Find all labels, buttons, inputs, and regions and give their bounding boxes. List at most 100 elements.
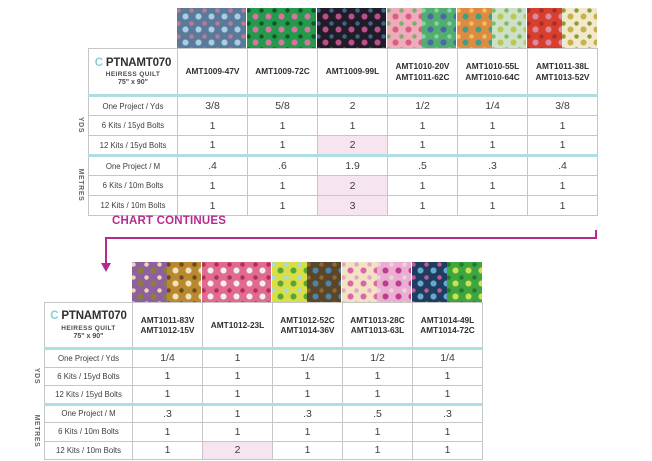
row-label: 12 Kits / 15yd Bolts <box>88 135 178 156</box>
value-cell: 1 <box>202 366 273 386</box>
value-cell: 2 <box>202 440 273 460</box>
fabric-swatch <box>132 262 202 302</box>
fabric-pattern <box>387 8 422 48</box>
fabric-pattern <box>317 8 386 48</box>
table-row: One Project / Yds 1/4 1 1/4 1/2 1/4 <box>44 347 483 368</box>
value-cell: 1 <box>202 347 273 368</box>
value-cell: 1 <box>272 385 343 405</box>
value-cell: 1 <box>412 366 483 386</box>
row-label: 6 Kits / 15yd Bolts <box>88 115 178 136</box>
row-group-label-metres: METRES <box>77 168 84 202</box>
value-cell: .5 <box>342 402 413 423</box>
row-label: One Project / Yds <box>44 347 133 368</box>
table-row: One Project / Yds 3/8 5/8 2 1/2 1/4 3/8 <box>88 94 598 116</box>
row-label: 12 Kits / 15yd Bolts <box>44 385 133 405</box>
row-group-label-yds: YDS <box>77 116 84 134</box>
value-cell: .3 <box>412 402 483 423</box>
sku-line: AMT1011-62C <box>395 71 450 82</box>
fabric-pattern <box>342 262 377 302</box>
value-cell: 1 <box>387 175 458 196</box>
sku-line: AMT1014-36V <box>280 325 335 335</box>
fabric-swatch <box>272 262 342 302</box>
value-cell: 1 <box>457 175 528 196</box>
sku-line: AMT1009-72C <box>255 66 310 77</box>
column-header-sku: AMT1012-23L <box>202 302 273 349</box>
value-cell: 1/2 <box>387 94 458 116</box>
value-cell: 1 <box>457 115 528 136</box>
column-header-sku: AMT1009-72C <box>247 48 318 96</box>
value-cell: 1 <box>342 366 413 386</box>
pattern-code: C PTNAMT070 <box>94 56 172 69</box>
value-cell: 1 <box>342 440 413 460</box>
value-cell: 3 <box>317 195 388 216</box>
row-group-label-metres: METRES <box>33 414 40 448</box>
pattern-code: C PTNAMT070 <box>50 310 127 323</box>
sku-line: AMT1014-49L <box>420 314 475 325</box>
value-cell: 1 <box>247 175 318 196</box>
fabric-swatch <box>387 8 457 48</box>
fabric-swatch <box>317 8 387 48</box>
fabric-swatch <box>202 262 272 302</box>
collection-letter: C <box>50 310 59 323</box>
column-header-sku: AMT1009-99L <box>317 48 388 96</box>
table-row: 12 Kits / 15yd Bolts 1 1 2 1 1 1 <box>88 135 598 156</box>
chart-continues-label: CHART CONTINUES <box>112 215 227 227</box>
value-cell: 1 <box>387 115 458 136</box>
connector-end-tick <box>595 230 597 239</box>
down-arrow-icon <box>101 263 111 272</box>
table-row: 6 Kits / 15yd Bolts 1 1 1 1 1 1 <box>88 115 598 136</box>
table-row: 6 Kits / 10m Bolts 1 1 2 1 1 1 <box>88 175 598 196</box>
value-cell: 1 <box>202 422 273 442</box>
column-header-sku: AMT1013-28C AMT1013-63L <box>342 302 413 349</box>
sku-line: AMT1009-99L <box>325 66 380 77</box>
fabric-pattern <box>166 262 201 302</box>
fabric-swatch-strip-top <box>177 8 597 48</box>
column-header-sku: AMT1010-55L AMT1010-64C <box>457 48 528 96</box>
value-cell: 1/4 <box>132 347 203 368</box>
column-header-sku: AMT1010-20V AMT1011-62C <box>387 48 458 96</box>
sku-line: AMT1011-83V <box>140 314 195 325</box>
sku-line: AMT1012-52C <box>280 314 335 325</box>
value-cell: 1 <box>412 440 483 460</box>
value-cell: 1 <box>457 195 528 216</box>
sku-line: AMT1012-15V <box>140 325 195 335</box>
table-row: 12 Kits / 10m Bolts 1 2 1 1 1 <box>44 440 483 460</box>
value-cell: 1/4 <box>457 94 528 116</box>
table-row: 12 Kits / 15yd Bolts 1 1 1 1 1 <box>44 385 483 405</box>
sku-line: AMT1010-55L <box>465 61 520 72</box>
value-cell: 1 <box>177 195 248 216</box>
row-label: 12 Kits / 10m Bolts <box>44 440 133 460</box>
value-cell: 3/8 <box>527 94 598 116</box>
fabric-pattern <box>247 8 316 48</box>
sku-line: AMT1013-63L <box>350 325 405 335</box>
value-cell: 1 <box>177 115 248 136</box>
value-cell: 1 <box>527 195 598 216</box>
table-row: One Project / M .3 1.3.5.3 <box>44 402 483 423</box>
column-header-sku: AMT1011-38L AMT1013-52V <box>527 48 598 96</box>
row-label: One Project / M <box>88 154 178 176</box>
value-cell: 2 <box>317 175 388 196</box>
value-cell: 1/4 <box>272 347 343 368</box>
value-cell: 1 <box>247 115 318 136</box>
value-cell: 1 <box>177 135 248 156</box>
value-cell: .4 <box>527 154 598 176</box>
value-cell: .6 <box>247 154 318 176</box>
row-label: 12 Kits / 10m Bolts <box>88 195 178 216</box>
row-label: 6 Kits / 10m Bolts <box>44 422 133 442</box>
fabric-pattern <box>447 262 482 302</box>
sku-line: AMT1013-52V <box>535 71 590 82</box>
value-cell: 1 <box>412 385 483 405</box>
value-cell: 1.9 <box>317 154 388 176</box>
value-cell: 2 <box>317 135 388 156</box>
value-cell: 1 <box>387 195 458 216</box>
column-header-sku: AMT1014-49L AMT1014-72C <box>412 302 483 349</box>
value-cell: 1 <box>527 175 598 196</box>
pattern-title-cell: C PTNAMT070 HEIRESS QUILT 75" x 90" <box>88 48 178 96</box>
value-cell: 1 <box>247 135 318 156</box>
value-cell: 1 <box>247 195 318 216</box>
value-cell: 1 <box>132 440 203 460</box>
fabric-pattern <box>527 8 562 48</box>
fabric-pattern <box>202 262 271 302</box>
pattern-name: HEIRESS QUILT <box>61 324 116 332</box>
pattern-title-cell: C PTNAMT070 HEIRESS QUILT 75" x 90" <box>44 302 133 349</box>
